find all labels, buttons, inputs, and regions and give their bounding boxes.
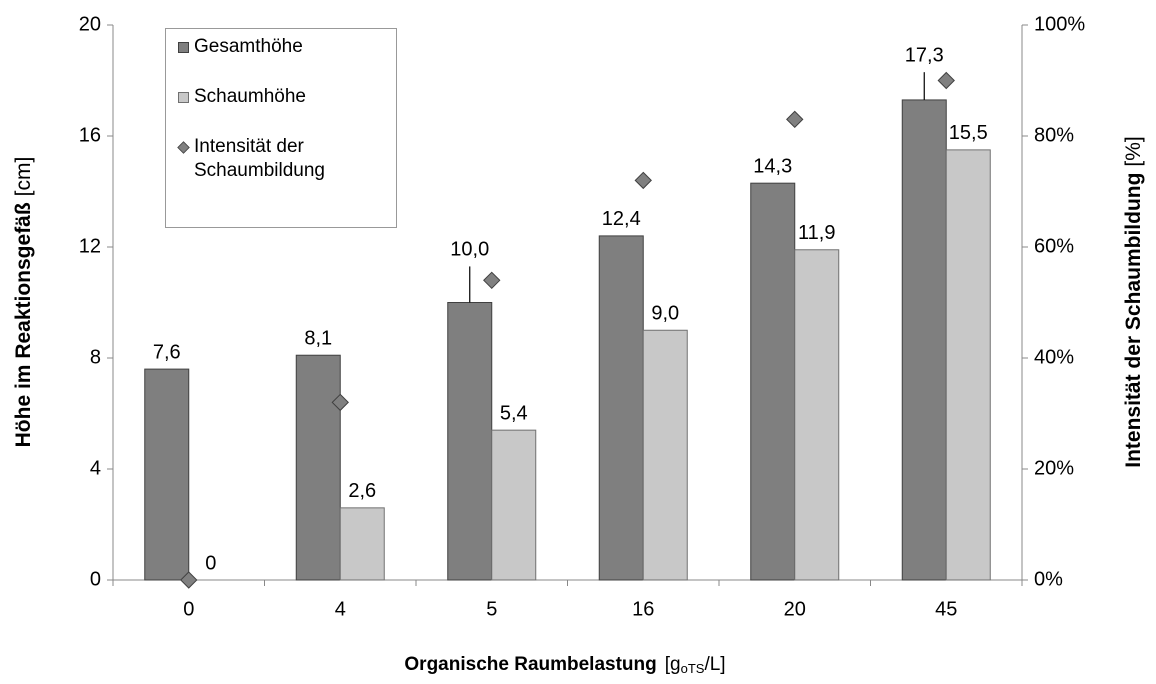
legend-swatch — [178, 92, 189, 103]
y-tick-label: 12 — [79, 235, 101, 257]
y-tick-label: 0 — [90, 568, 101, 590]
bar — [794, 249, 840, 581]
diamond — [937, 71, 955, 90]
y-title-unit: [cm] — [12, 157, 35, 197]
y2-title-main: Intensität der Schaumbildung — [1122, 173, 1145, 468]
value-label: 15,5 — [949, 122, 988, 144]
legend-swatch — [177, 141, 190, 154]
x-tick-label: 5 — [486, 598, 497, 620]
value-label: 7,6 — [153, 341, 181, 363]
value-label: 10,0 — [450, 239, 489, 261]
x-tick-label: 45 — [935, 598, 957, 620]
y-title-main: Höhe im Reaktionsgefäß — [12, 202, 35, 447]
x-title-sub: oTS — [681, 661, 705, 676]
value-label: 9,0 — [651, 303, 679, 325]
value-label: 12,4 — [602, 208, 641, 230]
bar — [750, 182, 796, 581]
y-tick-label: 16 — [79, 124, 101, 146]
diamond — [634, 171, 652, 190]
legend-label: Intensität der Schaumbildung — [194, 136, 325, 181]
bar — [447, 302, 493, 581]
legend-label: Gesamthöhe — [194, 36, 303, 57]
legend-item: Schaumhöhe — [176, 85, 386, 109]
y-tick-label: 8 — [90, 346, 101, 368]
bar — [598, 235, 644, 581]
value-label: 5,4 — [500, 402, 528, 424]
y2-tick-label: 0% — [1034, 568, 1063, 590]
bar — [642, 329, 688, 581]
y-tick-label: 20 — [79, 13, 101, 35]
bar — [901, 99, 947, 581]
value-label: 0 — [205, 552, 216, 574]
value-label: 14,3 — [753, 155, 792, 177]
x-title-unit: [g — [665, 654, 681, 675]
y2-tick-label: 20% — [1034, 457, 1074, 479]
legend-swatch — [178, 42, 189, 53]
bar — [144, 368, 190, 581]
diamond — [483, 271, 501, 290]
x-tick-label: 16 — [632, 598, 654, 620]
y2-tick-label: 100% — [1034, 13, 1085, 35]
legend: Gesamthöhe Schaumhöhe Intensität der Schau… — [165, 28, 397, 228]
legend-item: Gesamthöhe — [176, 35, 386, 59]
bar — [491, 429, 537, 581]
value-label: 8,1 — [304, 328, 332, 350]
x-tick-label: 0 — [183, 598, 194, 620]
legend-item: Intensität der Schaumbildung — [176, 135, 386, 183]
diamond — [331, 393, 349, 412]
x-title-unit-end: /L] — [704, 654, 725, 675]
value-label: 17,3 — [905, 44, 944, 66]
y2-tick-label: 60% — [1034, 235, 1074, 257]
bar — [339, 507, 385, 581]
value-label: 11,9 — [798, 222, 835, 244]
bar — [945, 149, 991, 581]
y2-title-unit: [%] — [1122, 136, 1145, 166]
x-axis-title: Organische Raumbelastung [goTS/L] — [404, 654, 725, 676]
y-tick-label: 4 — [90, 457, 101, 479]
diamond — [786, 110, 804, 129]
legend-label: Schaumhöhe — [194, 86, 306, 107]
x-title-main: Organische Raumbelastung — [404, 654, 656, 675]
y2-tick-label: 80% — [1034, 124, 1074, 146]
value-label: 2,6 — [348, 480, 376, 502]
y2-tick-label: 40% — [1034, 346, 1074, 368]
bar — [295, 354, 341, 581]
y-axis-title: Höhe im Reaktionsgefäß [cm] — [12, 157, 35, 448]
y2-axis-title: Intensität der Schaumbildung [%] — [1122, 136, 1145, 468]
x-tick-label: 4 — [335, 598, 346, 620]
x-tick-label: 20 — [784, 598, 806, 620]
diamond — [180, 571, 198, 589]
